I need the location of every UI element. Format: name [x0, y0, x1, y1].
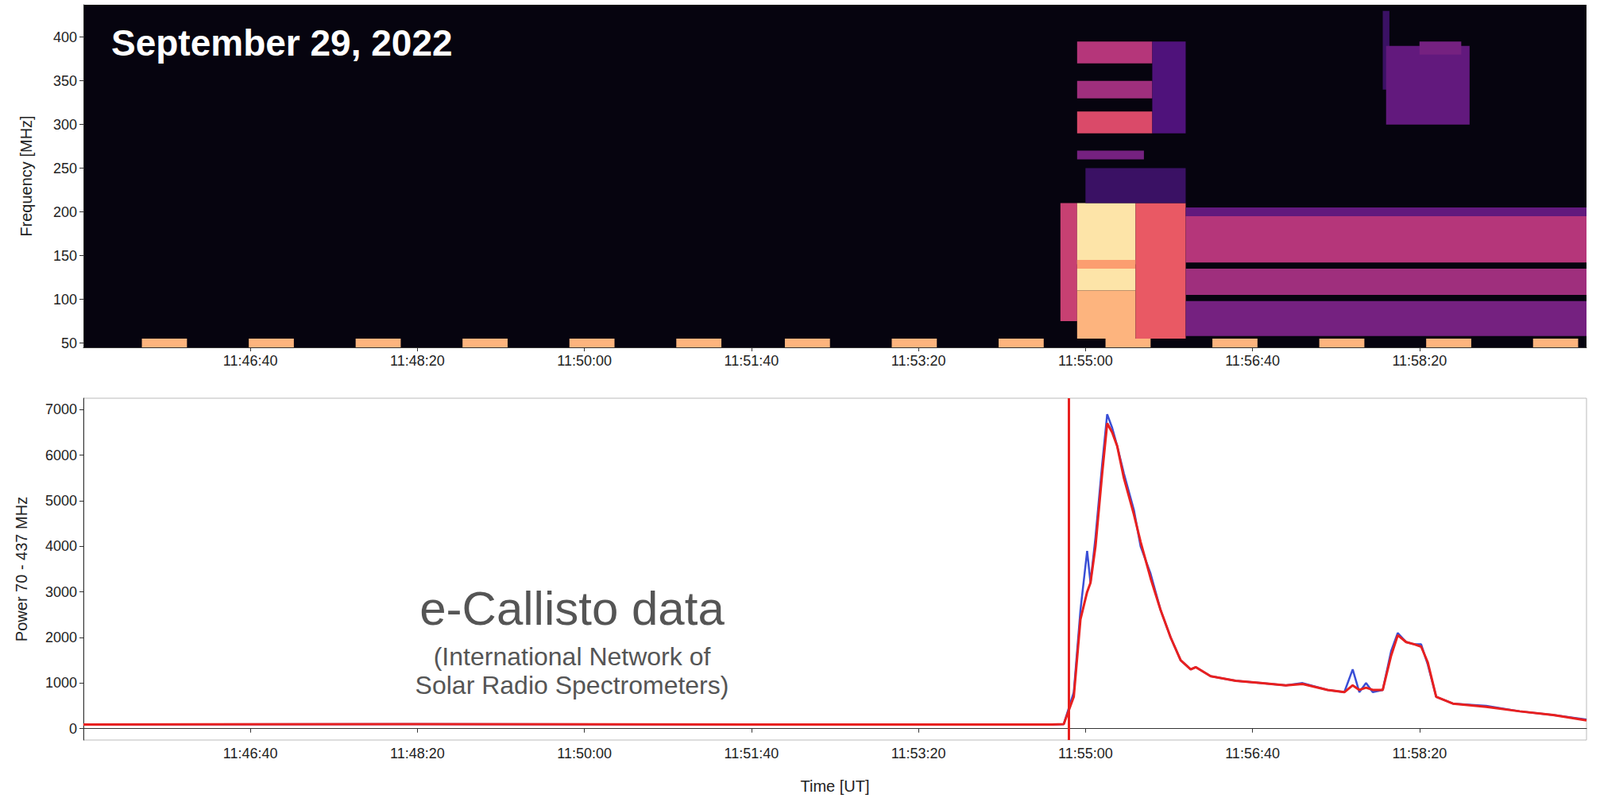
svg-text:300: 300 — [53, 116, 78, 133]
svg-text:400: 400 — [53, 29, 78, 46]
svg-text:1000: 1000 — [45, 674, 78, 691]
svg-text:e-Callisto data: e-Callisto data — [419, 581, 725, 635]
svg-text:Time [UT]: Time [UT] — [800, 776, 870, 795]
svg-text:11:58:20: 11:58:20 — [1391, 352, 1447, 369]
svg-text:(International Network of: (International Network of — [433, 641, 712, 671]
svg-text:7000: 7000 — [45, 401, 78, 418]
svg-text:September 29, 2022: September 29, 2022 — [111, 22, 453, 64]
svg-text:11:53:20: 11:53:20 — [891, 352, 947, 369]
svg-text:11:51:40: 11:51:40 — [724, 745, 780, 762]
svg-text:11:51:40: 11:51:40 — [724, 352, 780, 369]
svg-text:250: 250 — [53, 160, 78, 177]
svg-text:11:48:20: 11:48:20 — [390, 352, 445, 369]
svg-text:6000: 6000 — [45, 447, 78, 464]
svg-text:11:56:40: 11:56:40 — [1225, 352, 1280, 369]
svg-text:0: 0 — [69, 720, 78, 737]
svg-text:11:50:00: 11:50:00 — [556, 745, 612, 762]
svg-text:200: 200 — [53, 204, 78, 221]
svg-text:11:48:20: 11:48:20 — [390, 745, 445, 762]
svg-text:11:58:20: 11:58:20 — [1391, 745, 1447, 762]
svg-text:11:53:20: 11:53:20 — [891, 745, 947, 762]
svg-text:Power 70 - 437 MHz: Power 70 - 437 MHz — [12, 496, 31, 642]
svg-text:11:55:00: 11:55:00 — [1058, 745, 1114, 762]
svg-text:11:55:00: 11:55:00 — [1058, 352, 1114, 369]
svg-text:11:46:40: 11:46:40 — [223, 745, 279, 762]
svg-text:11:50:00: 11:50:00 — [556, 352, 612, 369]
svg-text:150: 150 — [53, 247, 78, 264]
svg-text:11:56:40: 11:56:40 — [1225, 745, 1280, 762]
svg-text:50: 50 — [61, 335, 78, 352]
svg-text:Frequency [MHz]: Frequency [MHz] — [17, 115, 35, 236]
svg-text:2000: 2000 — [45, 629, 78, 646]
svg-text:350: 350 — [53, 73, 78, 89]
svg-text:Solar Radio Spectrometers): Solar Radio Spectrometers) — [415, 670, 730, 700]
svg-text:100: 100 — [53, 291, 78, 308]
svg-text:11:46:40: 11:46:40 — [223, 352, 279, 369]
svg-text:4000: 4000 — [45, 537, 78, 554]
svg-text:5000: 5000 — [45, 492, 78, 509]
svg-text:3000: 3000 — [45, 583, 78, 600]
